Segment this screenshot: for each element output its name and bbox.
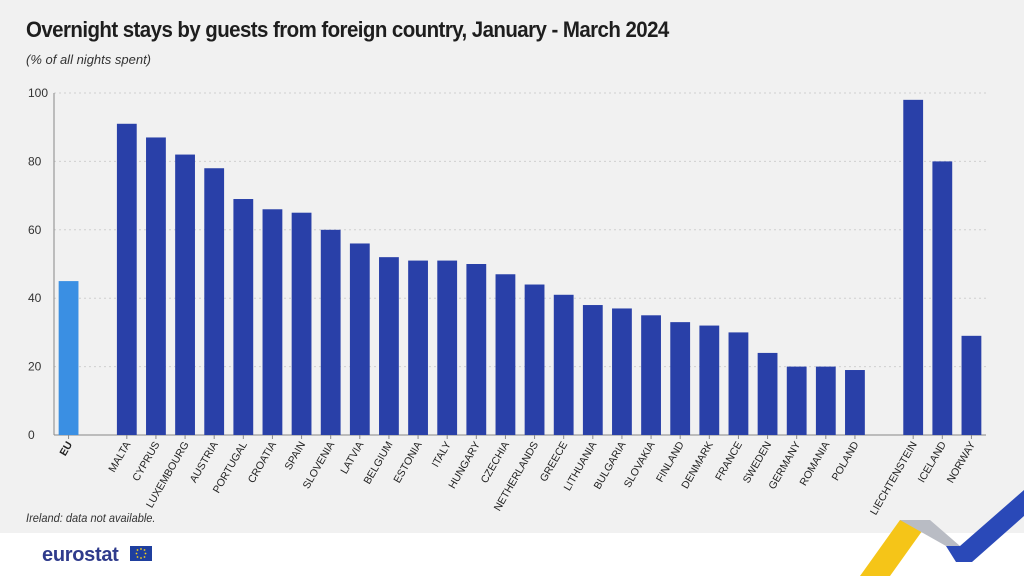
x-tick-label: MALTA [106,440,133,475]
bar-germany [786,366,807,435]
bar-bulgaria [612,308,632,435]
bar-liechtenstein [903,99,924,435]
footnote: Ireland: data not available. [26,511,156,525]
bar-slovakia [641,315,661,435]
bar-eu [58,281,79,435]
bar-croatia [262,209,283,435]
eurostat-logo: eurostat [42,544,119,566]
x-tick-label: CROATIA [246,440,279,486]
bar-finland [670,322,691,435]
x-tick-label: EU [57,440,75,459]
y-tick-label: 20 [28,360,42,374]
bar-czechia [495,274,516,435]
decorative-swoosh-icon [860,490,1024,576]
x-tick-label: CZECHIA [479,440,512,486]
bar-iceland [932,161,953,435]
y-tick-label: 80 [28,154,42,168]
bar-italy [437,260,458,435]
x-tick-label: FINLAND [654,439,687,484]
x-tick-label: ICELAND [916,439,949,485]
x-tick-label: NORWAY [945,440,978,486]
x-tick-label: ESTONIA [391,440,424,486]
bar-netherlands [524,284,545,435]
bar-belgium [379,257,399,435]
eu-flag-icon [130,546,152,561]
bar-estonia [408,260,428,435]
bar-luxembourg [175,154,195,435]
x-tick-label: CYPRUS [130,440,162,484]
bar-romania [815,366,836,435]
x-tick-label: GREECE [538,440,571,484]
x-tick-label: SPAIN [282,440,308,473]
x-tick-label: FRANCE [713,440,745,483]
bar-greece [553,294,574,435]
bar-lithuania [582,305,603,435]
bar-norway [961,335,982,435]
bar-denmark [699,325,720,435]
x-tick-label: ITALY [430,440,454,470]
y-tick-label: 40 [28,291,42,305]
footer-bar [0,533,1024,576]
bar-austria [204,168,225,436]
bar-spain [291,212,312,435]
bar-poland [845,370,865,435]
y-tick-label: 0 [28,428,35,442]
x-tick-label: ROMANIA [798,440,833,488]
bar-latvia [349,243,370,435]
x-tick-label: AUSTRIA [188,440,221,485]
bar-france [728,332,749,435]
bar-sweden [757,352,778,435]
bar-portugal [233,199,254,435]
chart-title: Overnight stays by guests from foreign c… [26,17,669,42]
y-tick-label: 100 [28,86,48,100]
x-tick-label: POLAND [830,439,862,483]
y-tick-label: 60 [28,223,42,237]
bar-malta [116,123,137,435]
bar-hungary [466,264,487,435]
chart-subtitle: (% of all nights spent) [26,52,152,67]
x-tick-label: LATVIA [338,440,366,477]
bar-cyprus [146,137,166,435]
x-tick-label: SWEDEN [741,440,774,486]
bar-slovenia [320,229,341,435]
